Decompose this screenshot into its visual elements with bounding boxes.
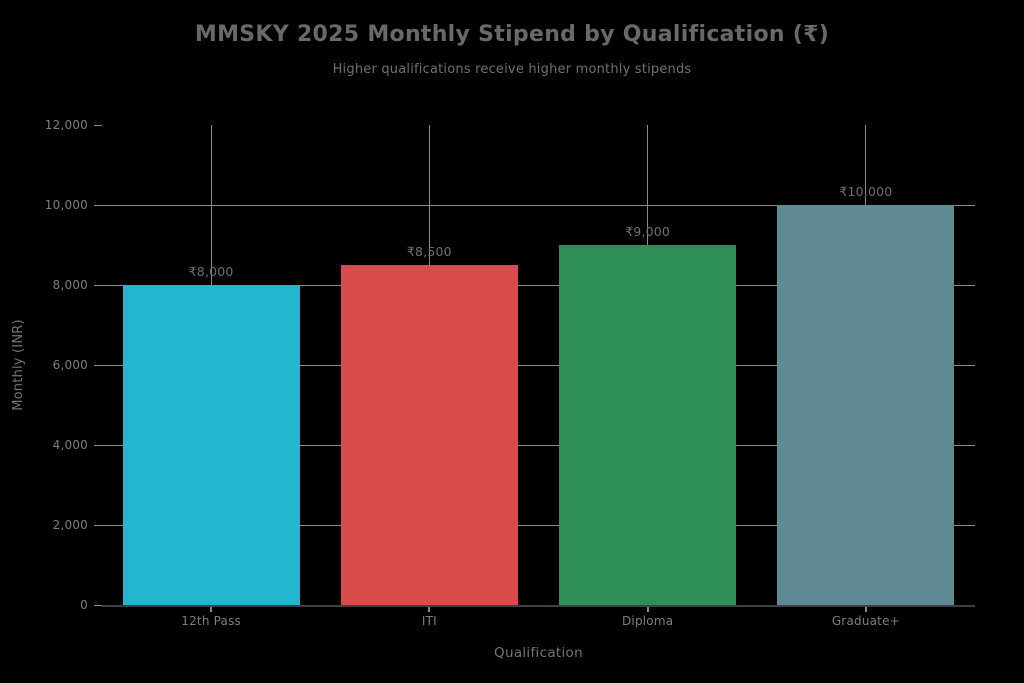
y-tick-4000: [94, 444, 102, 446]
y-tick-label-6000: 6,000: [52, 358, 88, 372]
bar-iti: [340, 265, 518, 605]
y-tick-label-2000: 2,000: [52, 518, 88, 532]
y-tick-label-4000: 4,000: [52, 438, 88, 452]
h-gridline-2000: [102, 524, 975, 526]
x-category-label-0: 12th Pass: [181, 614, 241, 628]
bar-value-label-diploma: ₹9,000: [625, 224, 671, 239]
x-tick-2: [646, 607, 649, 612]
h-gridline-4000: [102, 444, 975, 446]
x-tick-1: [428, 607, 431, 612]
bar-value-label-graduate-: ₹10,000: [839, 184, 893, 199]
y-tick-label-8000: 8,000: [52, 278, 88, 292]
chart-subtitle: Higher qualifications receive higher mon…: [332, 62, 692, 77]
bar-value-label-iti: ₹8,500: [406, 244, 452, 259]
bar-graduate-: [777, 205, 955, 605]
h-gridline-6000: [102, 364, 975, 366]
x-axis-line: [102, 605, 975, 607]
x-tick-3: [864, 607, 867, 612]
bar-value-label-12th-pass: ₹8,000: [188, 264, 234, 279]
y-tick-label-0: 0: [80, 598, 88, 612]
y-tick-10000: [94, 204, 102, 206]
h-gridline-10000: [102, 204, 975, 206]
y-tick-12000: [94, 124, 102, 126]
y-tick-0: [94, 604, 102, 606]
bar-12th-pass: [122, 285, 300, 605]
y-tick-8000: [94, 284, 102, 286]
y-tick-label-12000: 12,000: [44, 118, 88, 132]
x-category-label-1: ITI: [421, 614, 437, 628]
h-gridline-8000: [102, 284, 975, 286]
y-tick-6000: [94, 364, 102, 366]
x-category-label-3: Graduate+: [831, 614, 900, 628]
y-tick-2000: [94, 524, 102, 526]
x-tick-0: [210, 607, 213, 612]
x-axis-title: Qualification: [494, 645, 583, 661]
bar-diploma: [559, 245, 737, 605]
x-category-label-2: Diploma: [621, 614, 674, 628]
chart-title: MMSKY 2025 Monthly Stipend by Qualificat…: [194, 22, 830, 47]
y-tick-label-10000: 10,000: [44, 198, 88, 212]
